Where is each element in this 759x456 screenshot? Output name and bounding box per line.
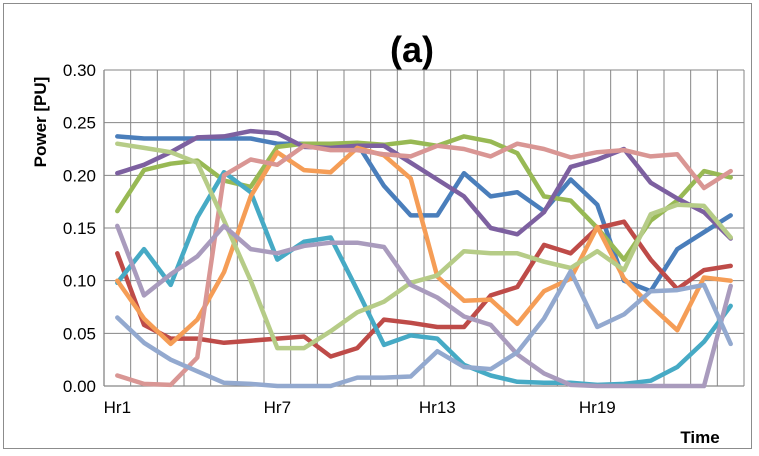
chart-title: (a) bbox=[390, 29, 434, 70]
gridlines bbox=[104, 69, 745, 386]
tick-labels: 0.00 0.05 0.10 0.15 0.20 0.25 0.30 Hr1 Hr7 Hr13 Hr… bbox=[63, 61, 616, 417]
series-line-9 bbox=[115, 223, 733, 389]
y-tick-label: 0.00 bbox=[63, 377, 96, 396]
x-axis-label: Time bbox=[680, 428, 719, 447]
series-line-5 bbox=[115, 169, 733, 388]
y-tick-label: 0.25 bbox=[63, 114, 96, 133]
series-line-8 bbox=[115, 141, 733, 351]
series-line-2 bbox=[115, 219, 733, 359]
y-tick-label: 0.10 bbox=[63, 272, 96, 291]
series-line-4 bbox=[115, 128, 733, 241]
y-tick-label: 0.05 bbox=[63, 324, 96, 343]
y-tick-label: 0.30 bbox=[63, 61, 96, 80]
y-tick-label: 0.20 bbox=[63, 166, 96, 185]
series-lines bbox=[115, 128, 733, 389]
x-tick-label: Hr1 bbox=[104, 398, 131, 417]
series-line-6 bbox=[115, 145, 733, 347]
x-tick-label: Hr13 bbox=[419, 398, 456, 417]
y-axis-label: Power [PU] bbox=[31, 77, 50, 168]
series-line-10 bbox=[115, 268, 733, 389]
x-tick-label: Hr7 bbox=[264, 398, 291, 417]
y-tick-label: 0.15 bbox=[63, 219, 96, 238]
x-tick-label: Hr19 bbox=[579, 398, 616, 417]
